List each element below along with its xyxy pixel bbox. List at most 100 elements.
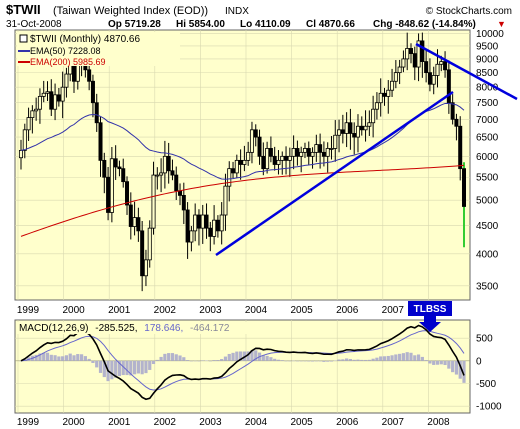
candle-body [299,151,304,157]
candle-body [276,159,281,165]
histogram-bar [447,360,451,369]
candle-body [26,117,31,131]
year-label: 2006 [336,305,359,316]
histogram-bar [273,358,277,361]
ema50-line [20,102,465,180]
candle-body [18,150,23,159]
candle-body [231,168,236,174]
histogram-bar [318,360,322,362]
candle-body [318,144,323,153]
candle-body [132,217,137,227]
candle-body [314,144,319,153]
histogram-bar [201,360,205,361]
candle-body [212,219,217,237]
candle-body [49,91,54,110]
histogram-bar [261,355,265,361]
candle-body [249,129,254,153]
histogram-bar [352,359,356,361]
candle-body [412,53,417,68]
histogram-bar [401,353,406,361]
price-legend: $TWII (Monthly) 4870.66 [30,34,140,45]
candle-body [333,134,338,149]
candle-body [117,166,122,170]
price-tick-label: 8000 [476,83,499,94]
histogram-bar [174,354,178,361]
candle-body [242,159,247,165]
histogram-bar [288,360,292,362]
histogram-bar [250,350,254,361]
histogram-bar [98,360,103,373]
histogram-bar [95,360,99,368]
candle-body [272,155,277,165]
histogram-bar [197,360,201,362]
histogram-bar [61,356,65,361]
candle-body [393,72,398,82]
histogram-bar [140,360,144,375]
macd-tick-label: 500 [476,334,493,345]
histogram-bar [439,360,443,365]
histogram-bar [38,353,42,361]
histogram-bar [208,360,212,362]
candle-body [106,176,111,213]
price-tick-label: 4000 [476,249,499,260]
year-label: 2004 [245,417,268,428]
macd-histogram [19,350,466,383]
histogram-bar [420,356,424,361]
candle-body [431,75,436,85]
candle-body [45,91,50,94]
macd-tick-label: -1000 [476,402,502,413]
candle-body [371,108,376,124]
candle-body [443,61,448,71]
stat-close: Cl 4870.66 [306,19,355,30]
candle-body [359,125,364,131]
histogram-bar [409,352,413,361]
histogram-bar [185,360,190,361]
candle-body [208,227,213,237]
histogram-bar [170,353,175,361]
histogram-bar [416,354,421,361]
histogram-bar [337,359,341,361]
histogram-bar [83,356,87,361]
candle-body [390,80,395,91]
candle-body [53,94,58,110]
candle-body [397,66,402,74]
candle-body [291,148,296,157]
candle-body [159,172,164,176]
histogram-bar [132,360,137,375]
histogram-bar [345,358,349,361]
change-down-icon: ▼ [497,19,506,29]
candle-body [355,125,360,138]
histogram-bar [390,355,394,361]
histogram-bar [284,360,288,362]
candle-body [64,73,69,88]
histogram-bar [386,355,390,361]
histogram-bar [239,351,243,361]
histogram-bar [102,360,106,378]
year-label: 2004 [245,305,268,316]
year-label: 2007 [382,417,405,428]
histogram-bar [178,355,182,361]
candle-body [401,58,406,68]
candle-body [143,259,148,277]
year-label: 2001 [108,305,131,316]
candle-body [162,155,167,174]
histogram-bar [212,360,216,361]
histogram-bar [110,360,114,380]
histogram-bar [292,360,296,362]
candle-body [34,108,39,112]
histogram-bar [276,359,281,361]
candle-body [261,155,266,170]
stat-high: Hi 5854.00 [176,19,225,30]
price-tick-label: 7500 [476,98,499,109]
candle-body [348,122,353,134]
year-label: 2008 [427,417,450,428]
histogram-bar [125,360,129,376]
histogram-bar [379,356,383,361]
macd-legend-v2: 178.646, [144,323,183,334]
histogram-bar [462,360,466,383]
candle-body [37,95,42,110]
ema200-legend: EMA(200) 5985.69 [30,57,106,67]
histogram-bar [136,360,140,374]
year-label: 2005 [290,417,313,428]
histogram-bar [87,358,91,361]
